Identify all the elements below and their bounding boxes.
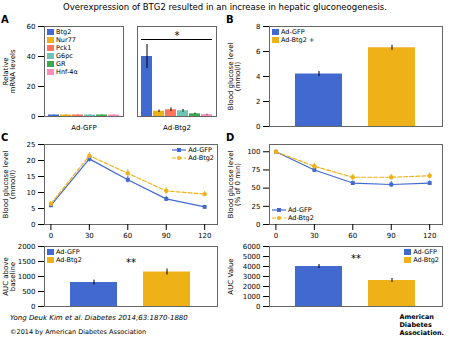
svg-text:5: 5	[31, 205, 35, 213]
svg-text:90: 90	[386, 232, 396, 241]
html-text:Diabetes: Diabetes	[399, 321, 432, 329]
html-text:Ad-GFP: Ad-GFP	[188, 146, 212, 154]
svg-text:6: 6	[256, 48, 261, 56]
svg-text:6000: 6000	[243, 243, 261, 251]
svg-text:10: 10	[27, 189, 36, 197]
svg-text:0: 0	[256, 303, 260, 311]
svg-text:**: **	[126, 257, 136, 268]
html-text:D: D	[226, 132, 235, 143]
html-text:Btg2: Btg2	[56, 28, 72, 36]
svg-text:60: 60	[27, 23, 36, 31]
html-text:Ad-GFP: Ad-GFP	[281, 28, 305, 36]
html-text:Association.: Association.	[399, 329, 444, 337]
svg-text:2000: 2000	[243, 283, 261, 291]
html-text:Ad-Btg2: Ad-Btg2	[413, 256, 439, 264]
svg-text:4000: 4000	[243, 263, 261, 271]
html-text:©2014 by American Diabetes Ass: ©2014 by American Diabetes Association	[10, 328, 147, 336]
svg-text:0: 0	[31, 113, 35, 121]
svg-text:4: 4	[256, 73, 261, 81]
html-text:B: B	[226, 14, 234, 25]
svg-text:30: 30	[309, 232, 319, 241]
html-text:A: A	[1, 14, 9, 25]
html-text:Yong Deuk Kim et al. Diabetes: Yong Deuk Kim et al. Diabetes 2014;63:18…	[10, 314, 188, 322]
svg-text:100: 100	[247, 148, 260, 156]
svg-text:90: 90	[161, 232, 171, 241]
svg-text:Ad-GFP: Ad-GFP	[71, 124, 97, 133]
svg-text:0: 0	[256, 221, 260, 229]
svg-text:20: 20	[27, 157, 36, 165]
html-text:Ad-Btg2: Ad-Btg2	[288, 214, 314, 222]
svg-text:AUC Value: AUC Value	[227, 258, 235, 294]
html-text:Ad-GFP: Ad-GFP	[288, 206, 312, 214]
svg-text:500: 500	[22, 288, 35, 296]
svg-text:**: **	[351, 253, 361, 264]
svg-text:50: 50	[252, 184, 261, 192]
svg-text:RelativemRNA levels: RelativemRNA levels	[2, 49, 17, 94]
svg-text:0: 0	[48, 232, 54, 241]
svg-text:0: 0	[256, 123, 260, 131]
svg-text:40: 40	[27, 53, 36, 61]
svg-text:0: 0	[31, 221, 35, 229]
html-text:Ad-GFP: Ad-GFP	[56, 248, 80, 256]
svg-text:25: 25	[252, 203, 261, 211]
svg-text:5000: 5000	[243, 253, 261, 261]
html-text:Ad-GFP: Ad-GFP	[413, 248, 437, 256]
html-text:Ad-Btg2: Ad-Btg2	[188, 154, 214, 162]
svg-text:60: 60	[348, 232, 358, 241]
svg-text:1000: 1000	[18, 273, 36, 281]
svg-text:1000: 1000	[243, 293, 261, 301]
html-text:Ad-Btg2: Ad-Btg2	[56, 256, 82, 264]
svg-text:25: 25	[27, 141, 36, 149]
svg-text:20: 20	[27, 83, 36, 91]
svg-text:3000: 3000	[243, 273, 261, 281]
html-text:G6pc: G6pc	[56, 52, 73, 60]
svg-text:Blood glucose level(% of 0 min: Blood glucose level(% of 0 min)	[227, 151, 242, 219]
svg-text:2000: 2000	[18, 243, 36, 251]
svg-text:Ad-Btg2: Ad-Btg2	[163, 124, 191, 133]
svg-text:*: *	[175, 30, 180, 41]
svg-text:Blood glucose level(mmol/l): Blood glucose level(mmol/l)	[227, 43, 242, 111]
svg-text:30: 30	[84, 232, 94, 241]
svg-text:0: 0	[31, 303, 35, 311]
svg-text:1500: 1500	[18, 258, 36, 266]
html-text:Ad-Btg2 +: Ad-Btg2 +	[281, 36, 315, 44]
svg-text:Blood glucose level(mmol/l): Blood glucose level(mmol/l)	[2, 151, 17, 219]
svg-text:2: 2	[256, 98, 260, 106]
svg-text:8: 8	[256, 23, 260, 31]
html-text:Nur77: Nur77	[56, 36, 76, 44]
svg-text:0: 0	[273, 232, 279, 241]
html-text:Hnf-4α: Hnf-4α	[56, 68, 78, 76]
svg-text:60: 60	[123, 232, 133, 241]
html-text:GR: GR	[56, 60, 66, 68]
html-text:Overexpression of BTG2 resulte: Overexpression of BTG2 resulted in an in…	[63, 2, 387, 12]
svg-text:75: 75	[252, 166, 261, 174]
svg-text:120: 120	[423, 232, 437, 241]
html-text:C: C	[1, 132, 9, 143]
html-text:American: American	[399, 313, 434, 321]
svg-text:120: 120	[198, 232, 212, 241]
svg-text:15: 15	[27, 173, 36, 181]
svg-text:AUC abovebaseline: AUC abovebaseline	[2, 257, 17, 296]
html-text:Pck1: Pck1	[56, 44, 72, 52]
